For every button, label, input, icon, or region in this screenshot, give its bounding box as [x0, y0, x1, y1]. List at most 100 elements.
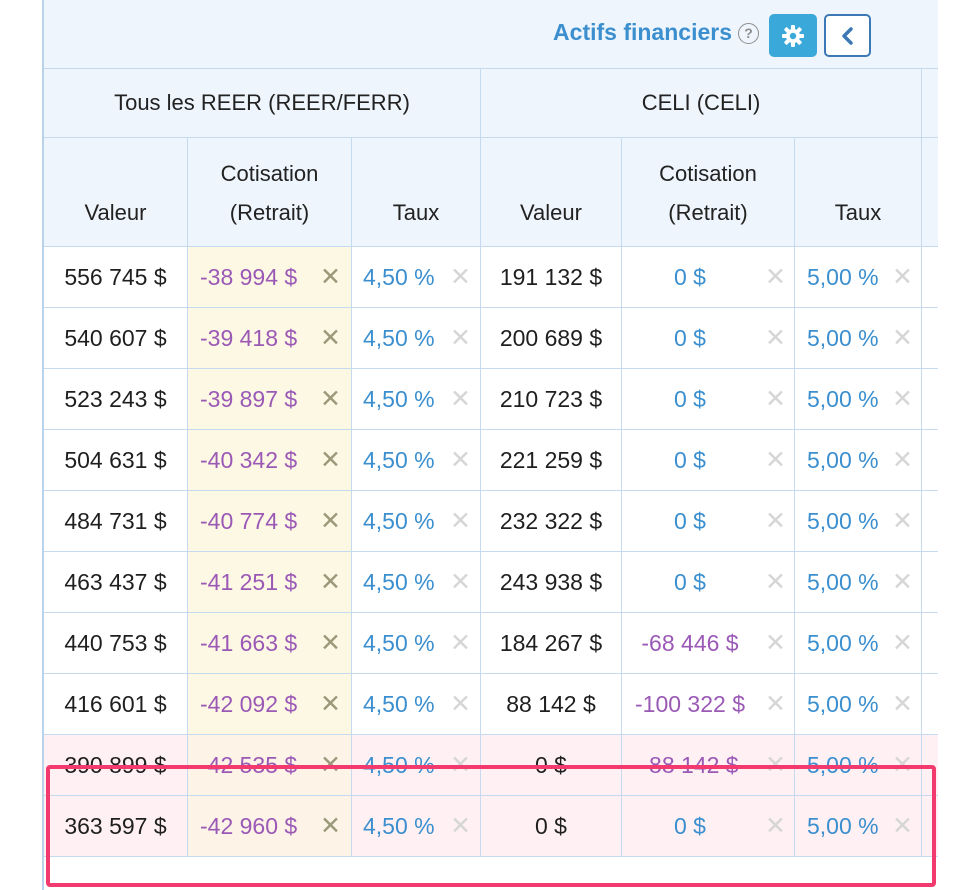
clear-icon[interactable]: ✕	[450, 629, 471, 657]
clear-icon[interactable]: ✕	[765, 385, 786, 413]
celi-cotisation-value[interactable]: 0 $	[674, 508, 706, 534]
reer-taux-value[interactable]: 4,50 %	[363, 630, 435, 656]
reer-cotisation-value[interactable]: -38 994 $	[200, 264, 298, 290]
celi-taux-cell[interactable]: 5,00 % ✕	[795, 247, 922, 307]
clear-icon[interactable]: ✕	[450, 690, 471, 718]
clear-override-icon[interactable]: ✕	[320, 812, 341, 840]
reer-cotisation-value[interactable]: -39 418 $	[200, 325, 298, 351]
celi-taux-value[interactable]: 5,00 %	[807, 691, 879, 717]
reer-cotisation-cell[interactable]: -40 774 $ ✕	[188, 491, 352, 551]
reer-taux-value[interactable]: 4,50 %	[363, 447, 435, 473]
reer-cotisation-value[interactable]: -41 663 $	[200, 630, 298, 656]
reer-taux-value[interactable]: 4,50 %	[363, 264, 435, 290]
celi-cotisation-cell[interactable]: -68 446 $ ✕	[622, 613, 795, 673]
celi-taux-value[interactable]: 5,00 %	[807, 630, 879, 656]
reer-cotisation-cell[interactable]: -39 418 $ ✕	[188, 308, 352, 368]
reer-taux-cell[interactable]: 4,50 % ✕	[352, 491, 481, 551]
celi-cotisation-cell[interactable]: 0 $ ✕	[622, 369, 795, 429]
clear-icon[interactable]: ✕	[892, 568, 913, 596]
reer-cotisation-value[interactable]: -39 897 $	[200, 386, 298, 412]
clear-icon[interactable]: ✕	[450, 568, 471, 596]
celi-cotisation-cell[interactable]: 0 $ ✕	[622, 491, 795, 551]
celi-taux-cell[interactable]: 5,00 % ✕	[795, 796, 922, 856]
reer-cotisation-value[interactable]: -42 092 $	[200, 691, 298, 717]
reer-taux-cell[interactable]: 4,50 % ✕	[352, 796, 481, 856]
clear-override-icon[interactable]: ✕	[320, 263, 341, 291]
clear-icon[interactable]: ✕	[765, 629, 786, 657]
clear-icon[interactable]: ✕	[892, 385, 913, 413]
clear-override-icon[interactable]: ✕	[320, 568, 341, 596]
clear-icon[interactable]: ✕	[450, 324, 471, 352]
clear-override-icon[interactable]: ✕	[320, 446, 341, 474]
clear-icon[interactable]: ✕	[892, 324, 913, 352]
clear-icon[interactable]: ✕	[892, 690, 913, 718]
settings-button[interactable]	[769, 14, 817, 57]
celi-cotisation-value[interactable]: -100 322 $	[635, 691, 745, 717]
clear-override-icon[interactable]: ✕	[320, 629, 341, 657]
reer-taux-cell[interactable]: 4,50 % ✕	[352, 613, 481, 673]
celi-taux-cell[interactable]: 5,00 % ✕	[795, 552, 922, 612]
celi-cotisation-cell[interactable]: 0 $ ✕	[622, 308, 795, 368]
reer-cotisation-value[interactable]: -40 342 $	[200, 447, 298, 473]
clear-icon[interactable]: ✕	[450, 812, 471, 840]
reer-cotisation-cell[interactable]: -41 251 $ ✕	[188, 552, 352, 612]
reer-taux-value[interactable]: 4,50 %	[363, 508, 435, 534]
celi-taux-value[interactable]: 5,00 %	[807, 325, 879, 351]
collapse-panel-button[interactable]	[824, 14, 871, 57]
reer-taux-value[interactable]: 4,50 %	[363, 569, 435, 595]
clear-icon[interactable]: ✕	[765, 812, 786, 840]
clear-icon[interactable]: ✕	[765, 507, 786, 535]
celi-taux-cell[interactable]: 5,00 % ✕	[795, 308, 922, 368]
celi-cotisation-value[interactable]: 0 $	[674, 447, 706, 473]
reer-cotisation-cell[interactable]: -42 092 $ ✕	[188, 674, 352, 734]
reer-taux-cell[interactable]: 4,50 % ✕	[352, 674, 481, 734]
celi-taux-value[interactable]: 5,00 %	[807, 386, 879, 412]
celi-cotisation-cell[interactable]: 0 $ ✕	[622, 552, 795, 612]
reer-cotisation-cell[interactable]: -40 342 $ ✕	[188, 430, 352, 490]
celi-cotisation-cell[interactable]: 0 $ ✕	[622, 796, 795, 856]
clear-override-icon[interactable]: ✕	[320, 690, 341, 718]
reer-cotisation-cell[interactable]: -41 663 $ ✕	[188, 613, 352, 673]
clear-icon[interactable]: ✕	[892, 446, 913, 474]
celi-taux-value[interactable]: 5,00 %	[807, 569, 879, 595]
reer-taux-value[interactable]: 4,50 %	[363, 691, 435, 717]
reer-taux-cell[interactable]: 4,50 % ✕	[352, 430, 481, 490]
celi-cotisation-value[interactable]: -68 446 $	[641, 630, 739, 656]
clear-icon[interactable]: ✕	[450, 385, 471, 413]
celi-cotisation-cell[interactable]: 0 $ ✕	[622, 247, 795, 307]
clear-icon[interactable]: ✕	[765, 690, 786, 718]
reer-cotisation-value[interactable]: -41 251 $	[200, 569, 298, 595]
clear-icon[interactable]: ✕	[450, 507, 471, 535]
celi-taux-value[interactable]: 5,00 %	[807, 447, 879, 473]
celi-taux-value[interactable]: 5,00 %	[807, 813, 879, 839]
clear-icon[interactable]: ✕	[892, 812, 913, 840]
reer-cotisation-value[interactable]: -40 774 $	[200, 508, 298, 534]
clear-icon[interactable]: ✕	[892, 507, 913, 535]
reer-taux-value[interactable]: 4,50 %	[363, 325, 435, 351]
clear-override-icon[interactable]: ✕	[320, 324, 341, 352]
celi-taux-cell[interactable]: 5,00 % ✕	[795, 674, 922, 734]
celi-taux-cell[interactable]: 5,00 % ✕	[795, 369, 922, 429]
clear-icon[interactable]: ✕	[765, 446, 786, 474]
clear-icon[interactable]: ✕	[765, 324, 786, 352]
celi-cotisation-cell[interactable]: 0 $ ✕	[622, 430, 795, 490]
clear-override-icon[interactable]: ✕	[320, 507, 341, 535]
clear-icon[interactable]: ✕	[450, 263, 471, 291]
reer-taux-cell[interactable]: 4,50 % ✕	[352, 552, 481, 612]
celi-cotisation-value[interactable]: 0 $	[674, 569, 706, 595]
celi-taux-value[interactable]: 5,00 %	[807, 264, 879, 290]
reer-taux-cell[interactable]: 4,50 % ✕	[352, 369, 481, 429]
reer-cotisation-cell[interactable]: -38 994 $ ✕	[188, 247, 352, 307]
celi-cotisation-value[interactable]: 0 $	[674, 325, 706, 351]
reer-cotisation-cell[interactable]: -42 960 $ ✕	[188, 796, 352, 856]
question-circle-icon[interactable]: ?	[738, 23, 759, 44]
celi-taux-cell[interactable]: 5,00 % ✕	[795, 430, 922, 490]
reer-taux-cell[interactable]: 4,50 % ✕	[352, 308, 481, 368]
reer-cotisation-value[interactable]: -42 960 $	[200, 813, 298, 839]
reer-taux-cell[interactable]: 4,50 % ✕	[352, 247, 481, 307]
celi-cotisation-value[interactable]: 0 $	[674, 264, 706, 290]
celi-cotisation-value[interactable]: 0 $	[674, 813, 706, 839]
clear-override-icon[interactable]: ✕	[320, 385, 341, 413]
celi-cotisation-value[interactable]: 0 $	[674, 386, 706, 412]
clear-icon[interactable]: ✕	[892, 263, 913, 291]
